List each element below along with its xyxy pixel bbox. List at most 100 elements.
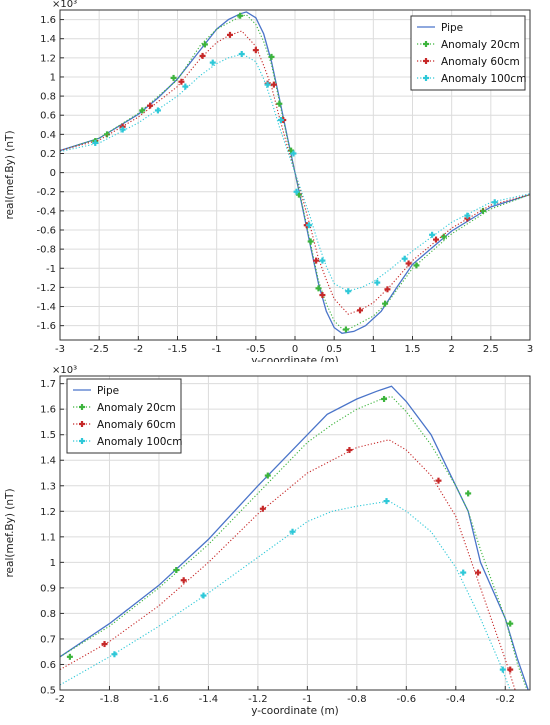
data-point: [319, 257, 326, 264]
x-axis-label: y-coordinate (m): [251, 705, 339, 717]
series-line-0: [60, 385, 529, 690]
data-point: [345, 288, 352, 295]
legend-label: Pipe: [441, 22, 463, 34]
y-tick-label: -0.2: [36, 187, 56, 198]
data-point: [178, 78, 185, 85]
legend-item: Anomaly 60cm: [73, 419, 176, 431]
legend-item: Anomaly 20cm: [73, 402, 176, 414]
y-tick-label: -1.4: [36, 302, 56, 313]
x-tick-label: 1.5: [405, 344, 421, 355]
data-point: [238, 51, 245, 57]
y-tick-label: 1.4: [40, 456, 56, 467]
data-point: [226, 31, 233, 38]
y-tick-label: 0.5: [40, 686, 56, 697]
plot-frame: [59, 375, 531, 691]
data-point: [315, 285, 322, 292]
data-point: [289, 528, 296, 535]
data-point: [499, 666, 506, 673]
chart-bottom: -2 -1.8 -1.6 -1.4 -1.2 -1 -0.8 -0.6 -0.4 -0.2 0.5 0…: [4, 365, 531, 717]
data-point: [66, 653, 73, 660]
x-tick-label: -0.4: [446, 694, 466, 705]
x-tick-label: -1.4: [199, 694, 219, 705]
legend-item: Pipe: [73, 385, 119, 397]
data-point: [405, 260, 412, 267]
y-tick-label: -0.6: [36, 226, 56, 237]
x-tick-label: 3: [527, 344, 533, 355]
data-point: [101, 641, 108, 648]
y-tick-label: 1: [50, 72, 56, 83]
ticks: -2 -1.8 -1.6 -1.4 -1.2 -1 -0.8 -0.6 -0.4 -0.2 0.5 0…: [40, 379, 515, 705]
chart-top: -3 -2.5 -2 -1.5 -1 -0.5 0 0.5 1 1.5 2 2.5 3 -1.6 -1.4 -…: [4, 0, 533, 362]
data-point: [383, 498, 390, 505]
legend-item: Anomaly 100cm: [73, 436, 182, 448]
y-tick-label: 1.2: [40, 53, 56, 64]
legend: Pipe Anomaly 20cm Anomaly 60cm Anomaly 100c…: [410, 15, 526, 91]
legend-label: Anomaly 60cm: [97, 419, 176, 431]
legend-item: Pipe: [417, 22, 463, 34]
y-tick-label: 0.4: [40, 130, 56, 141]
data-point: [147, 102, 154, 109]
x-tick-label: -0.2: [496, 694, 516, 705]
y-tick-label: -1: [46, 264, 56, 275]
y-axis-label: real(mef.By) (nT): [4, 488, 16, 577]
data-point: [276, 100, 283, 107]
x-tick-label: -0.6: [397, 694, 417, 705]
y-tick-label: -1.2: [36, 283, 56, 294]
y-tick-label: 1.6: [40, 405, 56, 416]
data-point: [307, 238, 314, 245]
x-tick-label: 2.5: [483, 344, 499, 355]
data-point: [264, 81, 271, 88]
data-point: [237, 12, 244, 19]
data-point: [319, 292, 326, 299]
data-point: [92, 139, 99, 146]
data-point: [346, 447, 353, 454]
data-point: [433, 236, 439, 243]
data-point: [429, 231, 436, 238]
y-tick-label: 1.1: [40, 532, 56, 543]
data-point: [119, 126, 126, 133]
x-tick-label: -2.5: [89, 344, 109, 355]
x-tick-label: -1.6: [149, 694, 169, 705]
series-line-1: [60, 395, 528, 690]
legend-label: Anomaly 60cm: [441, 56, 520, 68]
data-point: [201, 41, 208, 48]
y-tick-label: 0.8: [40, 609, 56, 620]
y-tick-label: 0: [50, 168, 56, 179]
plot-area: [60, 385, 529, 690]
data-point: [182, 83, 189, 90]
x-tick-label: 2: [448, 344, 454, 355]
x-tick-label: -0.5: [246, 344, 266, 355]
y-tick-label: -0.8: [36, 245, 56, 256]
x-tick-label: -1: [212, 344, 222, 355]
legend-item: Anomaly 20cm: [417, 39, 520, 51]
plot-frame: [59, 9, 531, 341]
data-point: [465, 490, 472, 497]
x-tick-label: -3: [55, 344, 65, 355]
x-tick-label: -0.8: [347, 694, 367, 705]
data-point: [170, 74, 177, 81]
y-tick-label: 0.9: [40, 583, 56, 594]
x-tick-label: -2: [55, 694, 65, 705]
data-point: [270, 81, 277, 88]
data-point: [154, 107, 161, 114]
x-tick-label: -1: [302, 694, 312, 705]
data-point: [357, 307, 364, 314]
data-point: [259, 505, 266, 512]
legend: Pipe Anomaly 20cm Anomaly 60cm Anomaly 100c…: [66, 378, 182, 454]
y-tick-label: 1.5: [40, 430, 56, 441]
y-tick-label: 1.6: [40, 15, 56, 26]
data-point: [180, 577, 187, 584]
y-tick-label: 1.2: [40, 507, 56, 518]
data-point: [139, 107, 146, 114]
data-point: [293, 188, 300, 195]
y-tick-label: 1: [50, 558, 56, 569]
y-tick-label: 1.3: [40, 481, 56, 492]
data-point: [475, 569, 482, 576]
data-point: [384, 286, 391, 293]
legend-label: Anomaly 20cm: [97, 402, 176, 414]
legend-item: Anomaly 60cm: [417, 56, 520, 68]
x-tick-label: -1.8: [100, 694, 120, 705]
data-point: [111, 651, 118, 658]
data-point: [306, 222, 313, 229]
x-axis-label: y-coordinate (m): [251, 355, 339, 362]
